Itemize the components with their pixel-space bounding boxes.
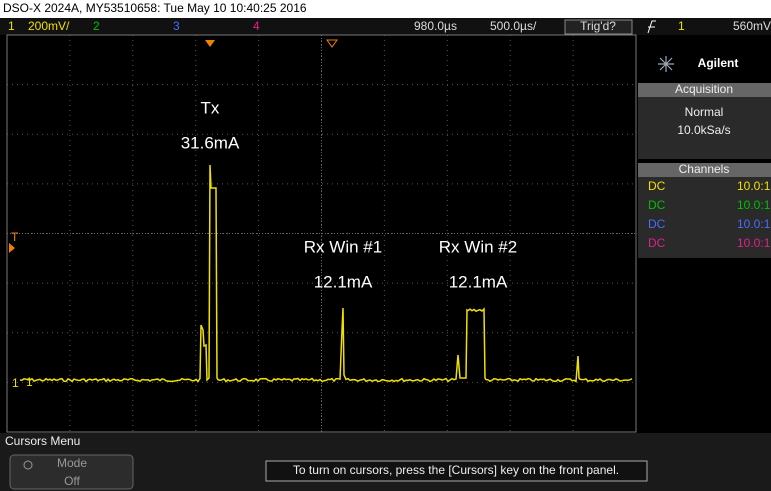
channel-probe: 10.0:1 xyxy=(737,236,771,250)
ground-marker: 1 xyxy=(12,376,19,390)
waveform xyxy=(19,164,633,383)
acquisition-mode: Normal xyxy=(685,105,724,119)
delay: 980.0µs xyxy=(414,19,457,33)
trigger-level-arrow xyxy=(9,243,15,253)
channel-coupling: DC xyxy=(648,179,666,193)
channels-header xyxy=(638,163,771,177)
channel-scale: 200mV/ xyxy=(28,19,70,33)
message: To turn on cursors, press the [Cursors] … xyxy=(293,463,619,477)
channel-number: 2 xyxy=(93,19,100,33)
softkey-value: Off xyxy=(64,474,80,488)
channels-box xyxy=(638,163,771,258)
trigger-icon xyxy=(647,20,656,34)
channel-coupling: DC xyxy=(648,198,666,212)
annotation-label: Rx Win #2 xyxy=(439,237,517,256)
timebase: 500.0µs/ xyxy=(490,19,537,33)
annotation-value: 31.6mA xyxy=(181,133,240,152)
acquisition-rate: 10.0kSa/s xyxy=(677,123,730,137)
trigger-source: 1 xyxy=(678,19,685,33)
message-box xyxy=(265,460,648,482)
brand: Agilent xyxy=(698,56,739,70)
trigger-level-marker: T xyxy=(11,230,19,244)
softkey-menu-title: Cursors Menu xyxy=(5,434,80,448)
channel-number: 4 xyxy=(253,19,260,33)
annotation-value: 12.1mA xyxy=(314,272,373,291)
channel-coupling: DC xyxy=(648,236,666,250)
acquisition-header xyxy=(638,83,771,97)
graticule xyxy=(7,35,636,432)
channel-number: 3 xyxy=(173,19,180,33)
trigger-point-marker xyxy=(326,39,338,48)
acquisition-title: Acquisition xyxy=(675,82,733,96)
trigger-status: Trig'd? xyxy=(580,19,616,33)
channel-probe: 10.0:1 xyxy=(737,179,771,193)
graticule-border xyxy=(6,34,637,433)
mode-softkey[interactable] xyxy=(9,454,134,490)
channel-number: 1 xyxy=(8,19,15,33)
channel-coupling: DC xyxy=(648,217,666,231)
header-title: DSO-X 2024A, MY53510658: Tue May 10 10:4… xyxy=(3,1,307,15)
channels-title: Channels xyxy=(679,162,730,176)
channel-probe: 10.0:1 xyxy=(737,217,771,231)
softkey-icon xyxy=(23,460,33,470)
annotation-value: 12.1mA xyxy=(449,272,508,291)
annotation-label: Tx xyxy=(201,98,220,117)
side-panel: Agilent Acquisition Normal 10.0kSa/s Cha… xyxy=(637,35,771,432)
ground-marker-label: 1 xyxy=(26,375,33,389)
annotation-label: Rx Win #1 xyxy=(304,237,382,256)
delay-marker xyxy=(205,40,215,47)
softkey-label: Mode xyxy=(57,456,87,470)
trigger-status-box xyxy=(564,19,633,35)
trigger-level: 560mV xyxy=(733,19,771,33)
brand-logo xyxy=(658,56,674,72)
channel-probe: 10.0:1 xyxy=(737,198,771,212)
header-bar xyxy=(0,0,771,18)
